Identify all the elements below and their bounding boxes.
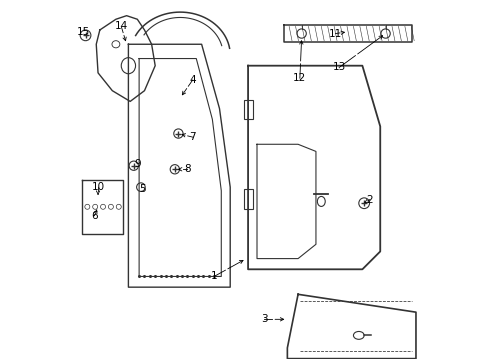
Text: 3: 3 [260,314,267,324]
Text: 1: 1 [210,271,217,282]
Text: 6: 6 [91,211,98,221]
Text: 15: 15 [77,27,90,37]
Text: 11: 11 [328,28,342,39]
Bar [244,100,253,119]
Text: 14: 14 [114,21,128,31]
Text: 8: 8 [183,164,190,174]
Bar [244,189,253,208]
Text: 13: 13 [332,63,345,72]
Text: 12: 12 [293,73,306,83]
Text: 2: 2 [366,195,372,204]
Text: 10: 10 [91,182,104,192]
Text: 5: 5 [139,184,146,194]
Text: 9: 9 [134,159,141,169]
Text: 4: 4 [189,75,196,85]
Text: 7: 7 [189,132,196,142]
